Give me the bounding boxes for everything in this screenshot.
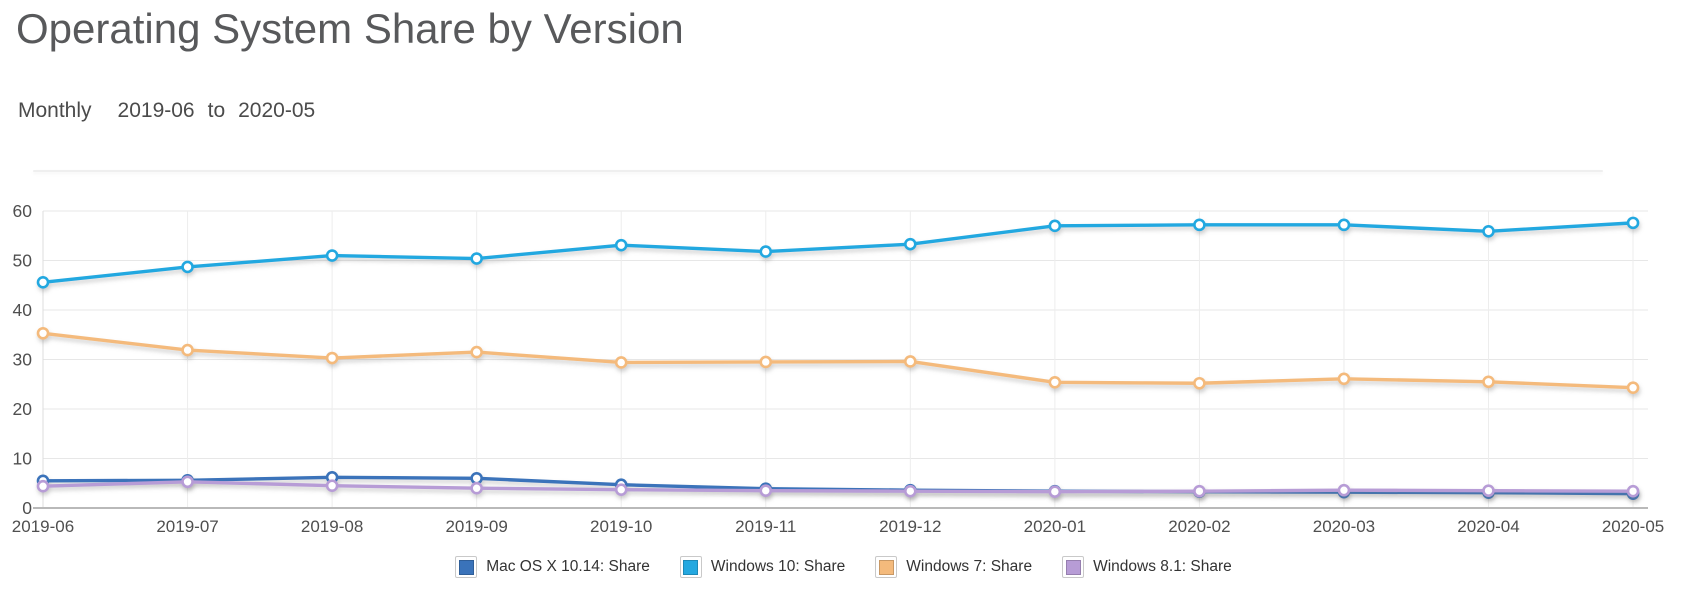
data-point-marker[interactable] bbox=[1337, 218, 1351, 232]
page-title: Operating System Share by Version bbox=[16, 5, 684, 52]
data-point-marker[interactable] bbox=[470, 481, 483, 495]
data-point-marker[interactable] bbox=[325, 479, 339, 493]
x-axis-label: 2019-08 bbox=[301, 517, 363, 536]
data-point-marker[interactable] bbox=[470, 471, 483, 485]
data-point-marker[interactable] bbox=[1482, 484, 1495, 497]
data-point-marker[interactable] bbox=[614, 356, 628, 369]
data-point-marker[interactable] bbox=[759, 245, 773, 258]
line-chart-canvas[interactable]: 0 10 20 30 40 50 60 2019-06 2019-07 2019-08 2019-0… bbox=[0, 180, 1687, 555]
data-point-marker[interactable] bbox=[614, 238, 628, 252]
legend-swatch-box bbox=[679, 556, 702, 578]
data-point-marker[interactable] bbox=[903, 237, 917, 251]
data-point-marker[interactable] bbox=[1626, 484, 1640, 498]
x-axis-label: 2019-09 bbox=[445, 517, 507, 536]
date-range-to-label: to bbox=[207, 99, 226, 122]
x-axis-label: 2020-05 bbox=[1602, 517, 1664, 536]
legend-color-swatch-icon bbox=[878, 559, 894, 575]
data-point-marker[interactable] bbox=[325, 249, 339, 262]
x-axis-label: 2019-10 bbox=[590, 517, 652, 536]
y-axis-label: 10 bbox=[13, 449, 33, 469]
y-axis-label: 30 bbox=[13, 350, 33, 370]
data-point-marker[interactable] bbox=[181, 343, 194, 357]
series-line bbox=[41, 331, 1635, 390]
legend-label: Windows 8.1: Share bbox=[1093, 558, 1232, 575]
legend-swatch-box bbox=[455, 556, 478, 578]
x-axis-label: 2019-07 bbox=[156, 517, 218, 536]
legend-color-swatch-icon bbox=[683, 559, 699, 575]
data-point-marker[interactable] bbox=[181, 260, 194, 274]
data-point-marker[interactable] bbox=[470, 252, 483, 265]
data-point-marker[interactable] bbox=[1626, 381, 1640, 395]
legend-item-windows-8.1-share[interactable]: Windows 8.1: Share bbox=[1062, 556, 1232, 578]
series-line bbox=[41, 221, 1635, 284]
date-from-select[interactable]: 2019-06 bbox=[117, 99, 195, 122]
legend-color-swatch-icon bbox=[458, 559, 474, 575]
y-axis-label: 40 bbox=[13, 300, 33, 320]
y-axis-label: 50 bbox=[13, 251, 33, 271]
data-point-marker[interactable] bbox=[1337, 483, 1351, 497]
data-point-marker[interactable] bbox=[903, 355, 917, 368]
data-point-marker[interactable] bbox=[1482, 224, 1495, 238]
y-axis-label: 20 bbox=[13, 399, 33, 419]
x-axis-label: 2020-02 bbox=[1168, 517, 1230, 536]
series-line bbox=[41, 480, 1635, 494]
x-axis-label: 2019-11 bbox=[735, 517, 796, 536]
series-windows-7-share[interactable] bbox=[36, 326, 1640, 395]
legend-swatch-box bbox=[1062, 556, 1085, 578]
chart-legend: Mac OS X 10.14: Share Windows 10: Share Wi… bbox=[0, 556, 1687, 578]
report-controls: Monthly 2019-06 to 2020-05 bbox=[18, 99, 315, 123]
data-point-marker[interactable] bbox=[1048, 375, 1062, 389]
data-point-marker[interactable] bbox=[36, 326, 50, 340]
legend-label: Windows 10: Share bbox=[710, 558, 846, 575]
data-point-marker[interactable] bbox=[1193, 218, 1206, 232]
date-to-select[interactable]: 2020-05 bbox=[238, 99, 316, 122]
data-point-marker[interactable] bbox=[1193, 484, 1206, 498]
legend-color-swatch-icon bbox=[1065, 559, 1081, 575]
data-point-marker[interactable] bbox=[903, 484, 917, 498]
data-point-marker[interactable] bbox=[614, 483, 628, 496]
y-axis-label: 0 bbox=[22, 498, 32, 518]
series-windows-10-share[interactable] bbox=[36, 216, 1640, 289]
data-point-marker[interactable] bbox=[181, 475, 194, 489]
data-point-marker[interactable] bbox=[1048, 219, 1062, 233]
legend-item-windows-7-share[interactable]: Windows 7: Share bbox=[875, 556, 1032, 578]
legend-swatch-box bbox=[875, 556, 898, 578]
data-point-marker[interactable] bbox=[325, 351, 339, 365]
series-windows-8.1-share[interactable] bbox=[36, 475, 1640, 498]
data-point-marker[interactable] bbox=[759, 355, 773, 369]
x-axis-label: 2019-06 bbox=[12, 517, 74, 536]
data-point-marker[interactable] bbox=[1482, 375, 1495, 389]
x-axis-label: 2020-03 bbox=[1313, 517, 1375, 536]
data-point-marker[interactable] bbox=[1048, 485, 1062, 498]
x-axis-label: 2019-12 bbox=[879, 517, 941, 536]
data-point-marker[interactable] bbox=[1193, 376, 1206, 390]
data-point-marker[interactable] bbox=[470, 345, 483, 359]
legend-label: Mac OS X 10.14: Share bbox=[486, 558, 650, 575]
data-point-marker[interactable] bbox=[36, 275, 50, 289]
x-axis-label: 2020-01 bbox=[1024, 517, 1086, 536]
section-divider bbox=[33, 170, 1603, 172]
legend-item-mac-os-x-10.14-share[interactable]: Mac OS X 10.14: Share bbox=[455, 556, 650, 578]
chart-plot-area[interactable]: 0 10 20 30 40 50 60 2019-06 2019-07 2019-08 2019-0… bbox=[0, 180, 1687, 555]
interval-select[interactable]: Monthly bbox=[18, 99, 92, 122]
x-axis-label: 2020-04 bbox=[1457, 517, 1519, 536]
data-point-marker[interactable] bbox=[1626, 216, 1640, 230]
y-axis-label: 60 bbox=[13, 201, 33, 221]
legend-item-windows-10-share[interactable]: Windows 10: Share bbox=[679, 556, 846, 578]
data-point-marker[interactable] bbox=[759, 484, 773, 497]
data-point-marker[interactable] bbox=[1337, 372, 1351, 386]
data-point-marker[interactable] bbox=[36, 479, 50, 493]
legend-label: Windows 7: Share bbox=[906, 558, 1033, 575]
